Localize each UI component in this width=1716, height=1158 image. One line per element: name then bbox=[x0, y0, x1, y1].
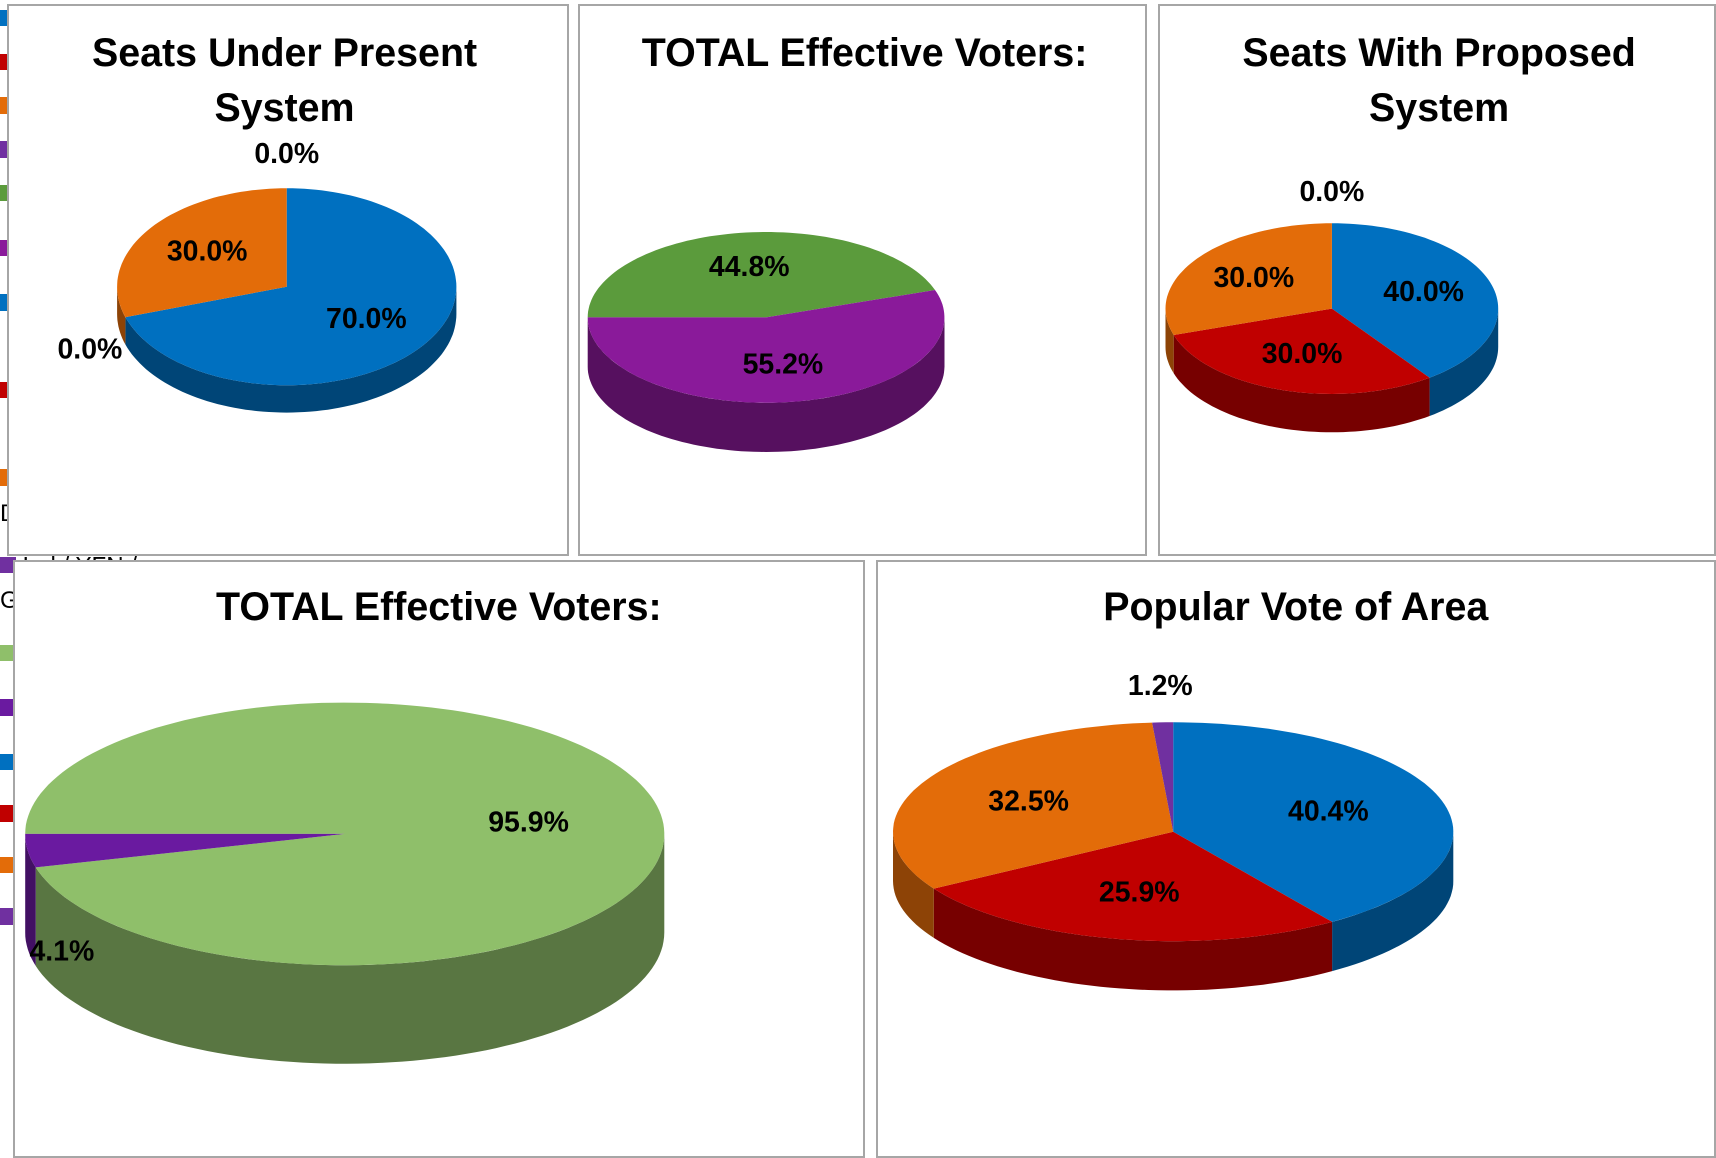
legend-swatch bbox=[0, 805, 17, 822]
data-label: 0.0% bbox=[57, 334, 122, 366]
pie-slice bbox=[25, 833, 345, 868]
legend-swatch bbox=[0, 644, 17, 661]
pie-side bbox=[587, 317, 945, 452]
pie-side bbox=[933, 888, 1333, 991]
chart-title: TOTAL Effective Voters: bbox=[216, 585, 662, 630]
data-label: 55.2% bbox=[743, 349, 824, 381]
pie-slice bbox=[25, 702, 665, 966]
data-label: 95.9% bbox=[488, 807, 569, 839]
pie-slice bbox=[587, 232, 935, 318]
legend-swatch bbox=[0, 856, 17, 874]
data-label: 30.0% bbox=[1262, 338, 1343, 370]
pie-side bbox=[1429, 308, 1499, 416]
data-label: 1.2% bbox=[1128, 670, 1193, 702]
pie-side bbox=[1332, 831, 1454, 972]
pie-slice bbox=[933, 831, 1333, 942]
chart-title: Seats Under Present System bbox=[91, 31, 478, 131]
data-label: 70.0% bbox=[326, 303, 407, 335]
data-label: 0.0% bbox=[254, 138, 319, 170]
legend-swatch bbox=[0, 699, 17, 716]
pie-side bbox=[893, 831, 934, 938]
data-label: 44.8% bbox=[709, 251, 790, 283]
pie-slice bbox=[1173, 722, 1454, 922]
pie-side bbox=[25, 833, 36, 966]
pie-side bbox=[117, 286, 126, 345]
data-label: 30.0% bbox=[167, 236, 248, 268]
legend-swatch bbox=[0, 753, 17, 771]
legend-swatch bbox=[0, 556, 17, 574]
pie-slice bbox=[1173, 308, 1430, 394]
pie-slice bbox=[125, 188, 457, 386]
data-label: 25.9% bbox=[1099, 876, 1180, 908]
pie-slice bbox=[587, 290, 945, 403]
data-label: 30.0% bbox=[1213, 262, 1294, 294]
data-label: 0.0% bbox=[1299, 176, 1364, 208]
chart-title: TOTAL Effective Voters: bbox=[641, 31, 1088, 76]
data-label: 40.0% bbox=[1383, 276, 1464, 308]
pie-slice bbox=[1152, 722, 1174, 832]
pie-side bbox=[35, 833, 665, 1064]
pie-slice bbox=[893, 722, 1174, 889]
pie-slice bbox=[1165, 223, 1332, 335]
pie-slice bbox=[117, 188, 287, 318]
pie-slice bbox=[1331, 223, 1499, 378]
pie-side bbox=[1173, 335, 1430, 433]
pie-side bbox=[125, 286, 457, 413]
chart-title: Seats With Proposed System bbox=[1242, 31, 1636, 131]
data-label: 40.4% bbox=[1288, 795, 1369, 827]
chart-title: Popular Vote of Area bbox=[1103, 585, 1489, 630]
pie-side bbox=[1165, 308, 1174, 374]
data-label: 4.1% bbox=[29, 936, 94, 968]
data-label: 32.5% bbox=[988, 785, 1069, 817]
legend-swatch bbox=[0, 908, 17, 925]
